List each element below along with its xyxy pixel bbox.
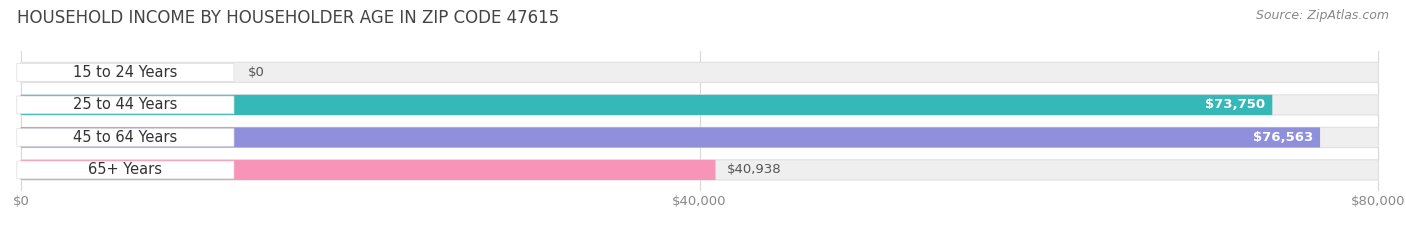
Text: $0: $0 — [247, 66, 264, 79]
FancyBboxPatch shape — [17, 96, 233, 114]
FancyBboxPatch shape — [21, 127, 1320, 147]
FancyBboxPatch shape — [17, 161, 233, 179]
FancyBboxPatch shape — [17, 129, 233, 146]
Text: $73,750: $73,750 — [1205, 98, 1265, 111]
Text: 45 to 64 Years: 45 to 64 Years — [73, 130, 177, 145]
FancyBboxPatch shape — [17, 64, 233, 81]
FancyBboxPatch shape — [21, 160, 716, 180]
Text: Source: ZipAtlas.com: Source: ZipAtlas.com — [1256, 9, 1389, 22]
Text: 65+ Years: 65+ Years — [89, 162, 162, 177]
FancyBboxPatch shape — [21, 95, 1272, 115]
FancyBboxPatch shape — [21, 62, 1378, 82]
Text: 15 to 24 Years: 15 to 24 Years — [73, 65, 177, 80]
FancyBboxPatch shape — [21, 95, 1378, 115]
Text: 25 to 44 Years: 25 to 44 Years — [73, 97, 177, 112]
FancyBboxPatch shape — [21, 160, 1378, 180]
FancyBboxPatch shape — [21, 127, 1378, 147]
Text: $76,563: $76,563 — [1253, 131, 1313, 144]
Text: $40,938: $40,938 — [727, 163, 780, 176]
Text: HOUSEHOLD INCOME BY HOUSEHOLDER AGE IN ZIP CODE 47615: HOUSEHOLD INCOME BY HOUSEHOLDER AGE IN Z… — [17, 9, 560, 27]
